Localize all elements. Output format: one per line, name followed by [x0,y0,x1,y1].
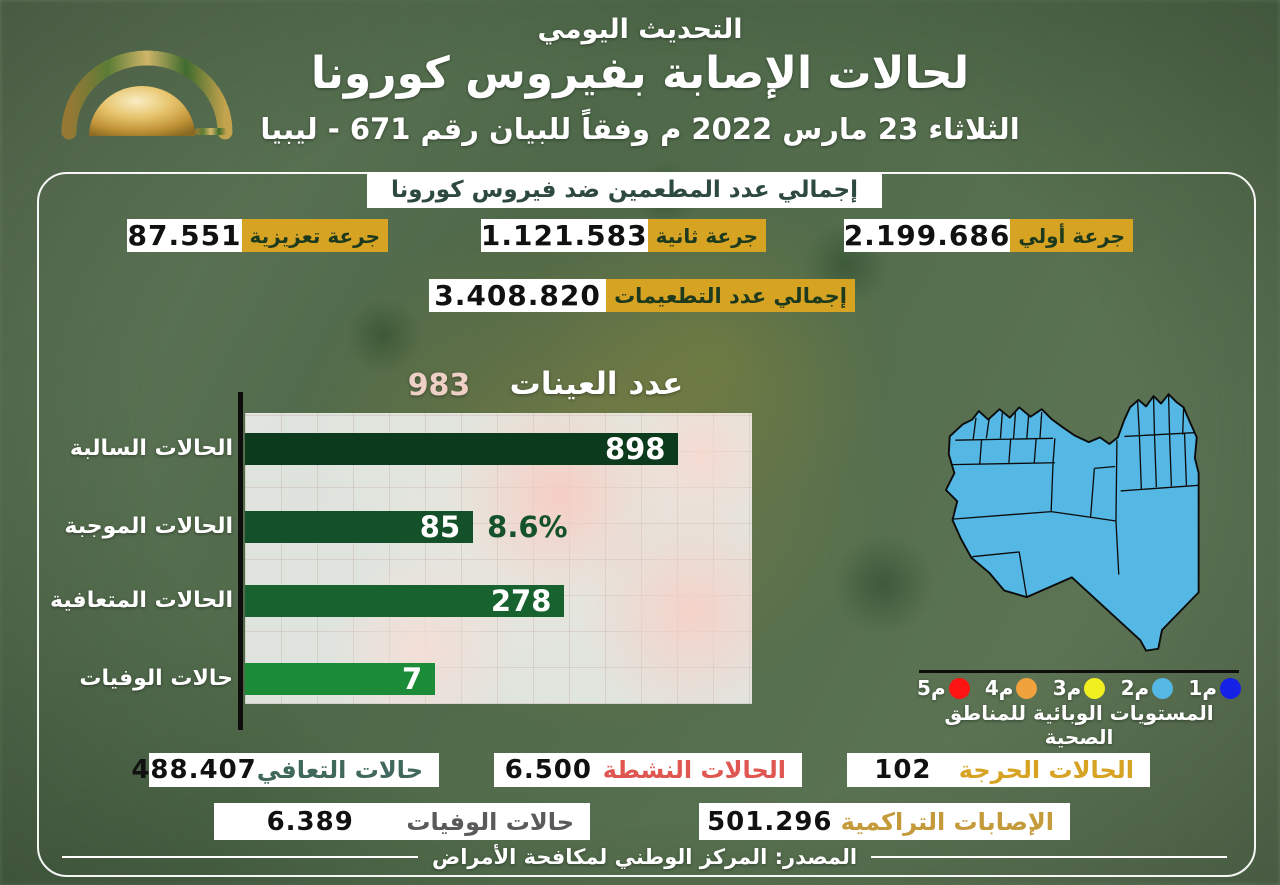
total-deaths-stat: حالات الوفيات 6.389 [214,803,590,840]
legend-level-2: م2 [1121,676,1174,700]
source-text: المصدر: المركز الوطني لمكافحة الأمراض [431,845,858,869]
legend-divider [919,670,1239,673]
header-date-line: الثلاثاء 23 مارس 2022 م وفقاً للبيان رقم… [260,112,1020,146]
bar-value: 7 [401,662,423,696]
main-panel: إجمالي عدد المطعمين ضد فيروس كورونا جرعة… [37,172,1256,877]
chart-plot-area: 898 85 8.6% 278 7 [245,413,752,704]
recovered-cases-stat: حالات التعافي 488.407 [131,753,439,787]
legend-level-5: م5 [917,676,970,700]
district-borders [951,395,1199,598]
active-cases-label: الحالات النشطة [602,756,786,784]
epidemic-levels-legend: م1 م2 م3 م4 م5 [917,676,1241,700]
second-dose-stat: جرعة ثانية 1.121.583 [480,219,766,252]
first-dose-stat: جرعة أولي 2.199.686 [843,219,1133,252]
critical-cases-value: 102 [874,755,932,785]
source-rule-right [871,856,1228,858]
booster-dose-label: جرعة تعزيزية [241,219,388,252]
source-rule-left [62,856,418,858]
second-dose-label: جرعة ثانية [647,219,766,252]
chart-category-negative: الحالات السالبة [69,436,233,461]
legend-title: المستويات الوبائية للمناطق الصحية [944,701,1214,749]
vaccination-section-title: إجمالي عدد المطعمين ضد فيروس كورونا [367,172,882,208]
chart-title: عدد العينات [509,366,684,402]
bar-recovered-cases: 278 [245,584,565,618]
cumulative-cases-stat: الإصابات التراكمية 501.296 [699,803,1070,840]
bar-value: 898 [604,432,666,466]
libya-map [914,372,1224,670]
bar-value: 278 [490,584,552,618]
booster-dose-value: 87.551 [127,219,242,252]
mosque-dome-logo-icon [55,40,240,140]
active-cases-stat: الحالات النشطة 6.500 [494,753,802,787]
level-2-dot-icon [1152,677,1174,699]
bar-positive-cases: 85 [245,510,474,544]
critical-cases-label: الحالات الحرجة [958,756,1134,784]
total-vaccinations-value: 3.408.820 [429,279,607,312]
samples-total: 983 [407,368,471,403]
recovered-cases-label: حالات التعافي [256,756,423,784]
total-vaccinations-stat: إجمالي عدد التطعيمات 3.408.820 [429,279,855,312]
chart-y-axis [238,392,243,730]
bar-value: 85 [419,510,461,544]
booster-dose-stat: جرعة تعزيزية 87.551 [127,219,388,252]
bar-negative-cases: 898 [245,432,679,466]
positive-rate-label: 8.6% [487,510,568,544]
source-line: المصدر: المركز الوطني لمكافحة الأمراض [62,845,1228,869]
level-1-dot-icon [1220,677,1241,699]
chart-category-recovered: الحالات المتعافية [49,588,233,613]
level-4-dot-icon [1016,677,1038,699]
legend-level-3: م3 [1053,676,1106,700]
active-cases-value: 6.500 [504,755,592,785]
page-title: لحالات الإصابة بفيروس كورونا [310,48,970,99]
second-dose-value: 1.121.583 [480,219,648,252]
total-deaths-label: حالات الوفيات [406,807,574,836]
chart-category-positive: الحالات الموجبة [64,514,233,539]
legend-level-4: م4 [985,676,1038,700]
header-subtitle: التحديث اليومي [537,14,743,45]
level-3-dot-icon [1084,677,1106,699]
bar-death-cases: 7 [245,662,436,696]
level-5-dot-icon [948,677,970,699]
first-dose-value: 2.199.686 [843,219,1011,252]
cumulative-cases-label: الإصابات التراكمية [840,807,1054,836]
legend-level-1: م1 [1188,676,1241,700]
first-dose-label: جرعة أولي [1010,219,1133,252]
cumulative-cases-value: 501.296 [707,806,833,837]
total-deaths-value: 6.389 [266,806,354,837]
critical-cases-stat: الحالات الحرجة 102 [847,753,1150,787]
total-vaccinations-label: إجمالي عدد التطعيمات [606,279,855,312]
chart-category-deaths: حالات الوفيات [79,666,233,691]
recovered-cases-value: 488.407 [131,755,257,785]
